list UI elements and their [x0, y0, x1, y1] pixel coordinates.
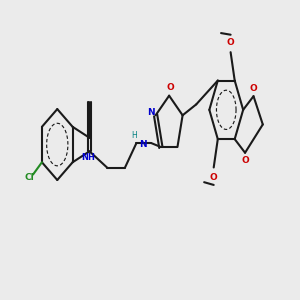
Text: N: N — [147, 108, 154, 117]
Text: O: O — [250, 84, 258, 93]
Text: N: N — [139, 140, 147, 149]
Text: O: O — [210, 173, 218, 182]
Text: NH: NH — [81, 153, 95, 162]
Text: H: H — [131, 131, 137, 140]
Text: O: O — [242, 156, 249, 165]
Text: O: O — [227, 38, 235, 47]
Text: Cl: Cl — [24, 173, 34, 182]
Text: O: O — [167, 83, 174, 92]
